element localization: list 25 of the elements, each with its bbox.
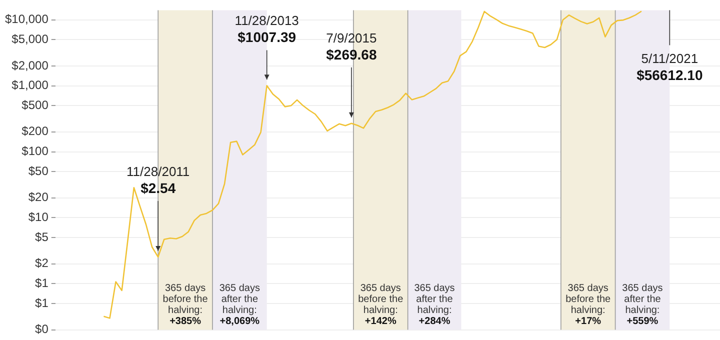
annotation: 365 days before the halving: +142% bbox=[358, 282, 404, 327]
y-tick-label: $0 bbox=[35, 322, 49, 336]
y-tick-label: $100 bbox=[22, 144, 49, 158]
y-tick-label: $5,000 bbox=[12, 32, 49, 46]
annotation: 365 days after the halving: +559% bbox=[622, 282, 663, 327]
annotation: 11/28/2013 $1007.39 bbox=[234, 13, 299, 46]
y-tick-label: $1 bbox=[35, 296, 49, 310]
y-tick-label: $50 bbox=[28, 164, 49, 178]
annotation: 365 days before the halving: +17% bbox=[566, 282, 612, 327]
y-tick-label: $200 bbox=[22, 124, 49, 138]
annotation: 365 days after the halving: +284% bbox=[414, 282, 455, 327]
y-tick-label: $500 bbox=[22, 98, 49, 112]
y-tick-label: $20 bbox=[28, 190, 49, 204]
y-tick-label: $10,000 bbox=[4, 12, 49, 26]
annotation: 365 days after the halving: +8,069% bbox=[219, 282, 260, 327]
y-tick-label: $1,000 bbox=[12, 78, 49, 92]
y-tick-label: $1 bbox=[35, 276, 49, 290]
annotation: 5/11/2021 $56612.10 bbox=[636, 51, 703, 84]
annotation: 11/28/2011 $2.54 bbox=[126, 164, 190, 196]
y-tick-label: $10 bbox=[28, 210, 49, 224]
y-tick-label: $2 bbox=[35, 256, 49, 270]
y-tick-label: $2,000 bbox=[12, 58, 49, 72]
annotation: 7/9/2015 $269.68 bbox=[326, 30, 377, 62]
y-tick-label: $5 bbox=[35, 230, 49, 244]
annotation: 365 days before the halving: +385% bbox=[162, 282, 208, 327]
